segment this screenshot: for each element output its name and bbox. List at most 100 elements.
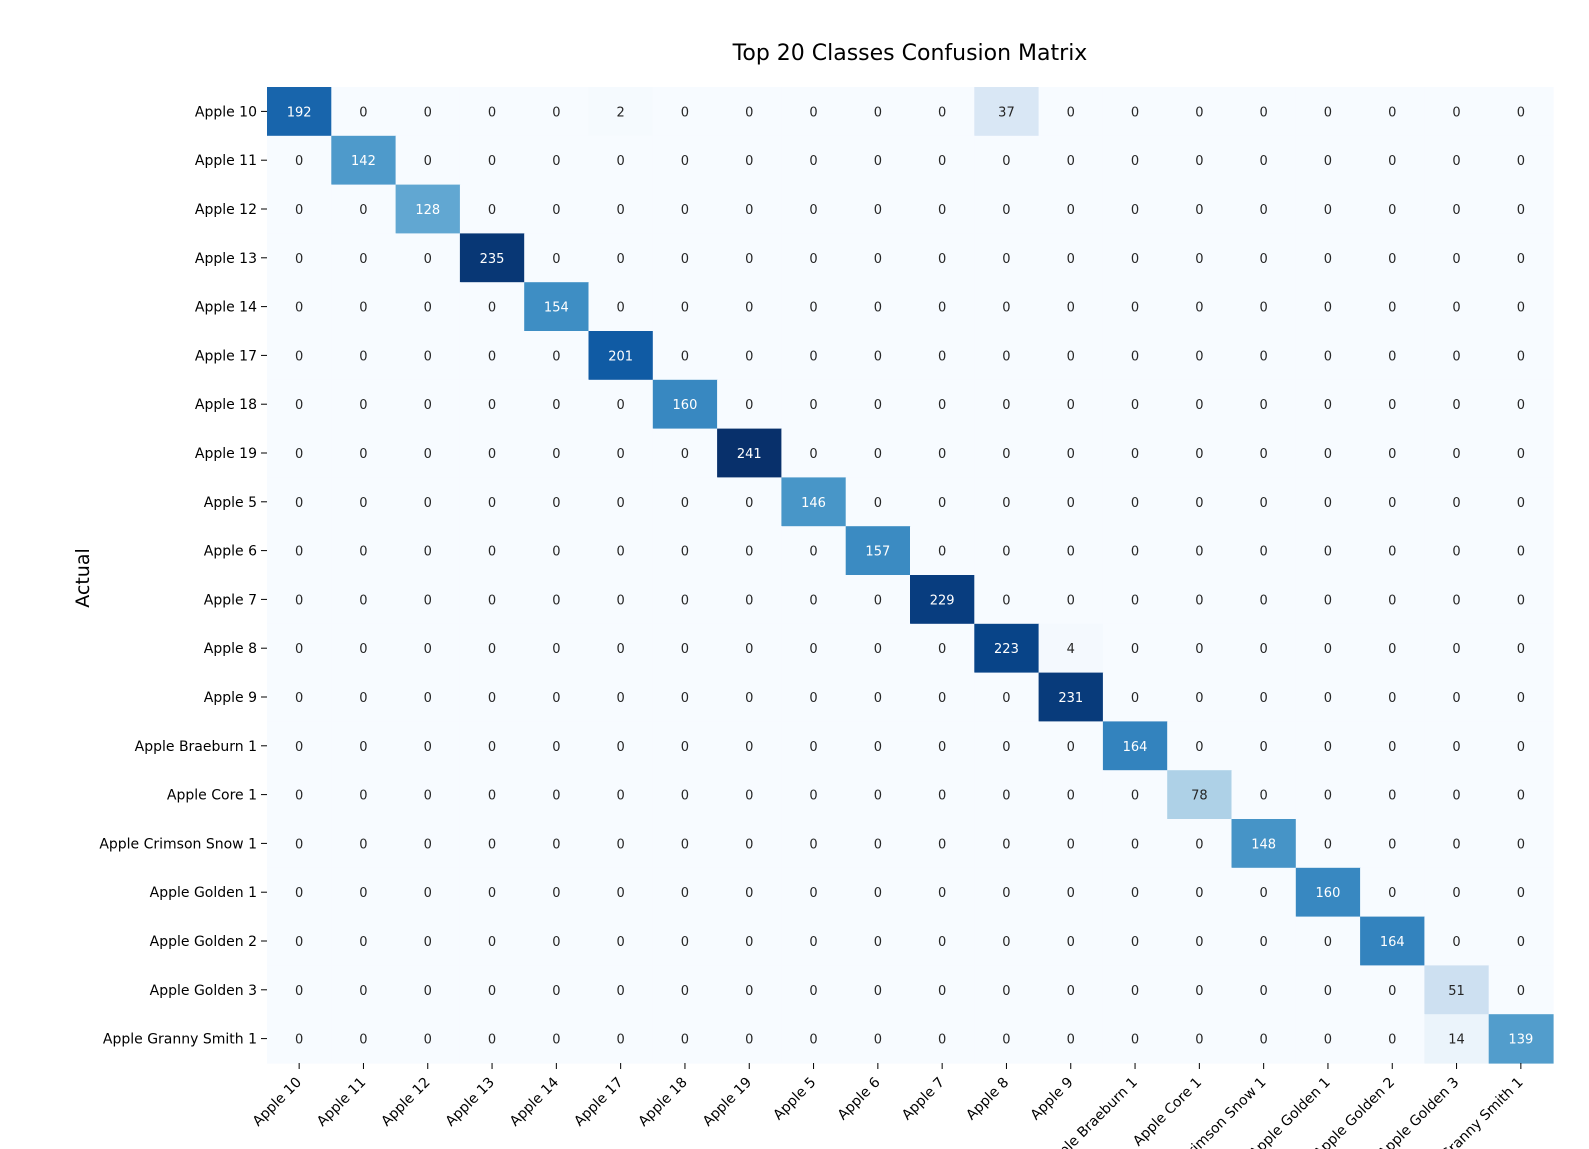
heatmap-cell [1231,184,1297,234]
heatmap-cell-label: 0 [295,935,303,950]
heatmap-cell-label: 160 [1316,886,1341,901]
heatmap-cell-label: 0 [874,252,882,267]
heatmap-cell-label: 0 [1324,301,1332,316]
heatmap-cell [459,819,525,869]
heatmap-cell [652,379,718,430]
heatmap-cell [652,965,718,1015]
heatmap-cell-label: 0 [1002,154,1010,169]
heatmap-cell-label: 0 [681,301,689,316]
heatmap-cell-label: 0 [809,252,817,267]
y-tick-label: Apple 8 [204,641,257,657]
heatmap-cell [459,721,525,771]
heatmap-cell [588,477,654,527]
heatmap-cell-label: 0 [1517,105,1525,120]
heatmap-cell [459,379,525,430]
heatmap-cell-label: 0 [1452,447,1460,462]
heatmap-cell-label: 0 [1452,203,1460,218]
heatmap-cell-label: 0 [617,496,625,511]
heatmap-cell [910,135,975,186]
heatmap-cell-label: 0 [681,545,689,560]
heatmap-cell-label: 0 [938,349,946,364]
heatmap-cell [1360,379,1425,430]
heatmap-cell-label: 0 [1517,398,1525,413]
heatmap-cell [974,233,1040,283]
heatmap-cell-label: 0 [874,642,882,657]
heatmap-cell-label: 0 [1260,398,1268,413]
heatmap-cell [1231,770,1297,820]
heatmap-cell-label: 0 [681,349,689,364]
heatmap-cell-label: 0 [359,984,367,999]
heatmap-cell-label: 0 [1517,593,1525,608]
heatmap-cell [1102,184,1168,234]
heatmap-cell [652,721,718,771]
heatmap-cell [1167,87,1233,137]
heatmap-cell-label: 0 [938,496,946,511]
heatmap-cell-label: 0 [359,105,367,120]
heatmap-cell-label: 0 [424,691,432,706]
heatmap-cell [524,916,590,966]
heatmap-cell-label: 0 [295,154,303,169]
heatmap-cell-label: 0 [1260,349,1268,364]
heatmap-cell [1360,184,1425,234]
heatmap-cell-label: 0 [1131,349,1139,364]
heatmap-cell-label: 0 [359,203,367,218]
heatmap-cell [845,526,911,576]
heatmap-cell [524,331,590,381]
heatmap-cell [459,477,525,527]
heatmap-cell-label: 0 [1324,740,1332,755]
heatmap-cell-label: 0 [809,203,817,218]
heatmap-cell-label: 0 [295,349,303,364]
heatmap-cell [1102,1014,1168,1064]
heatmap-cell-label: 0 [1195,935,1203,950]
heatmap-cell-label: 0 [295,1033,303,1048]
heatmap-cell [1488,575,1554,625]
x-tick-label: Apple 14 [507,1074,562,1129]
heatmap-cell [1424,672,1490,722]
heatmap-cell-label: 154 [544,301,569,316]
heatmap-cell-label: 0 [359,789,367,804]
heatmap-cell-label: 0 [359,252,367,267]
heatmap-cell-label: 0 [1388,593,1396,608]
heatmap-cell-label: 0 [359,447,367,462]
heatmap-cell [331,526,397,576]
heatmap-cell [1424,819,1490,869]
heatmap-cell-label: 0 [1517,935,1525,950]
heatmap-cell-label: 0 [681,105,689,120]
heatmap-cell-label: 0 [359,349,367,364]
x-tick-label: Apple 17 [571,1075,626,1130]
heatmap-cell [652,282,718,332]
heatmap-cell-label: 0 [1388,886,1396,901]
heatmap-cell-label: 235 [480,252,505,267]
heatmap-cell-label: 0 [938,886,946,901]
heatmap-cell-label: 0 [552,105,560,120]
heatmap-cell [395,379,461,430]
heatmap-cell [331,184,397,234]
heatmap-cell-label: 0 [681,154,689,169]
heatmap-cell [717,623,782,674]
heatmap-cell [652,672,718,722]
heatmap-cell-label: 0 [552,545,560,560]
heatmap-cell [459,575,525,625]
heatmap-cell-label: 0 [1324,789,1332,804]
heatmap-cell-label: 0 [1195,691,1203,706]
heatmap-cell-label: 0 [874,105,882,120]
heatmap-cell [459,135,525,186]
heatmap-cell [1231,916,1297,966]
heatmap-cell [845,623,911,674]
heatmap-cell-label: 0 [1260,496,1268,511]
heatmap-cell [781,770,847,820]
heatmap-cell [588,965,654,1015]
heatmap-cell [845,135,911,186]
heatmap-cell-label: 0 [359,301,367,316]
heatmap-cell [459,282,525,332]
heatmap-cell [459,526,525,576]
heatmap-cell [395,184,461,234]
heatmap-cell-label: 0 [424,301,432,316]
heatmap-cell [395,867,461,918]
heatmap-cell [652,916,718,966]
heatmap-cell [588,379,654,430]
heatmap-cell [267,1014,332,1064]
y-tick-label: Apple Golden 2 [150,934,257,950]
heatmap-cell [267,867,332,918]
heatmap-cell-label: 0 [1131,301,1139,316]
